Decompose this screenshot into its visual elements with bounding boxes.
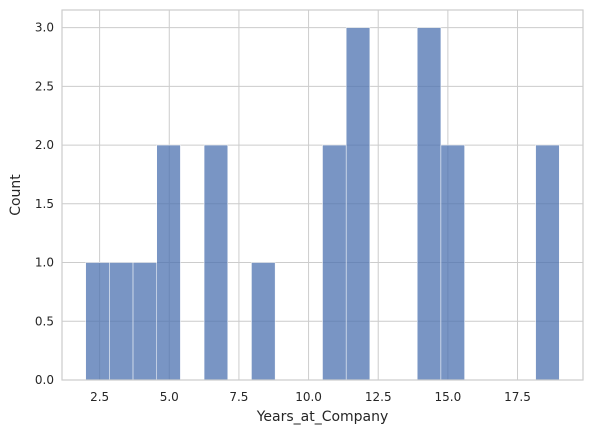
y-tick-label: 2.0 — [35, 138, 54, 152]
histogram-bar — [416, 27, 442, 381]
x-tick-label: 2.5 — [90, 390, 109, 404]
histogram-bar — [203, 144, 229, 381]
plot-frame — [61, 9, 584, 381]
histogram-bar — [85, 262, 110, 381]
x-axis-label: Years_at_Company — [256, 409, 389, 425]
x-tick-label: 5.0 — [160, 390, 179, 404]
y-tick-label: 1.5 — [35, 197, 54, 211]
x-tick-label: 10.0 — [295, 390, 322, 404]
y-tick-label: 1.0 — [35, 256, 54, 270]
x-tick-labels: 2.5 5.0 7.5 10.0 12.5 15.0 17.5 — [90, 390, 531, 404]
histogram-bar — [322, 144, 347, 381]
histogram-bar — [345, 27, 371, 381]
y-axis-label: Count — [8, 174, 24, 216]
x-tick-label: 17.5 — [504, 390, 531, 404]
histogram-bar — [132, 262, 157, 381]
y-tick-label: 0.5 — [35, 314, 54, 328]
histogram-bar — [251, 262, 276, 381]
y-tick-label: 2.5 — [35, 79, 54, 93]
histogram-bar — [440, 144, 465, 381]
y-tick-label: 3.0 — [35, 21, 54, 35]
x-tick-label: 7.5 — [229, 390, 248, 404]
x-tick-label: 12.5 — [365, 390, 392, 404]
histogram-bar — [109, 262, 134, 381]
y-tick-label: 0.0 — [35, 373, 54, 387]
histogram-bar — [535, 144, 560, 381]
x-tick-label: 15.0 — [435, 390, 462, 404]
y-tick-labels: 0.0 0.5 1.0 1.5 2.0 2.5 3.0 — [35, 21, 54, 387]
histogram-bar — [156, 144, 181, 381]
